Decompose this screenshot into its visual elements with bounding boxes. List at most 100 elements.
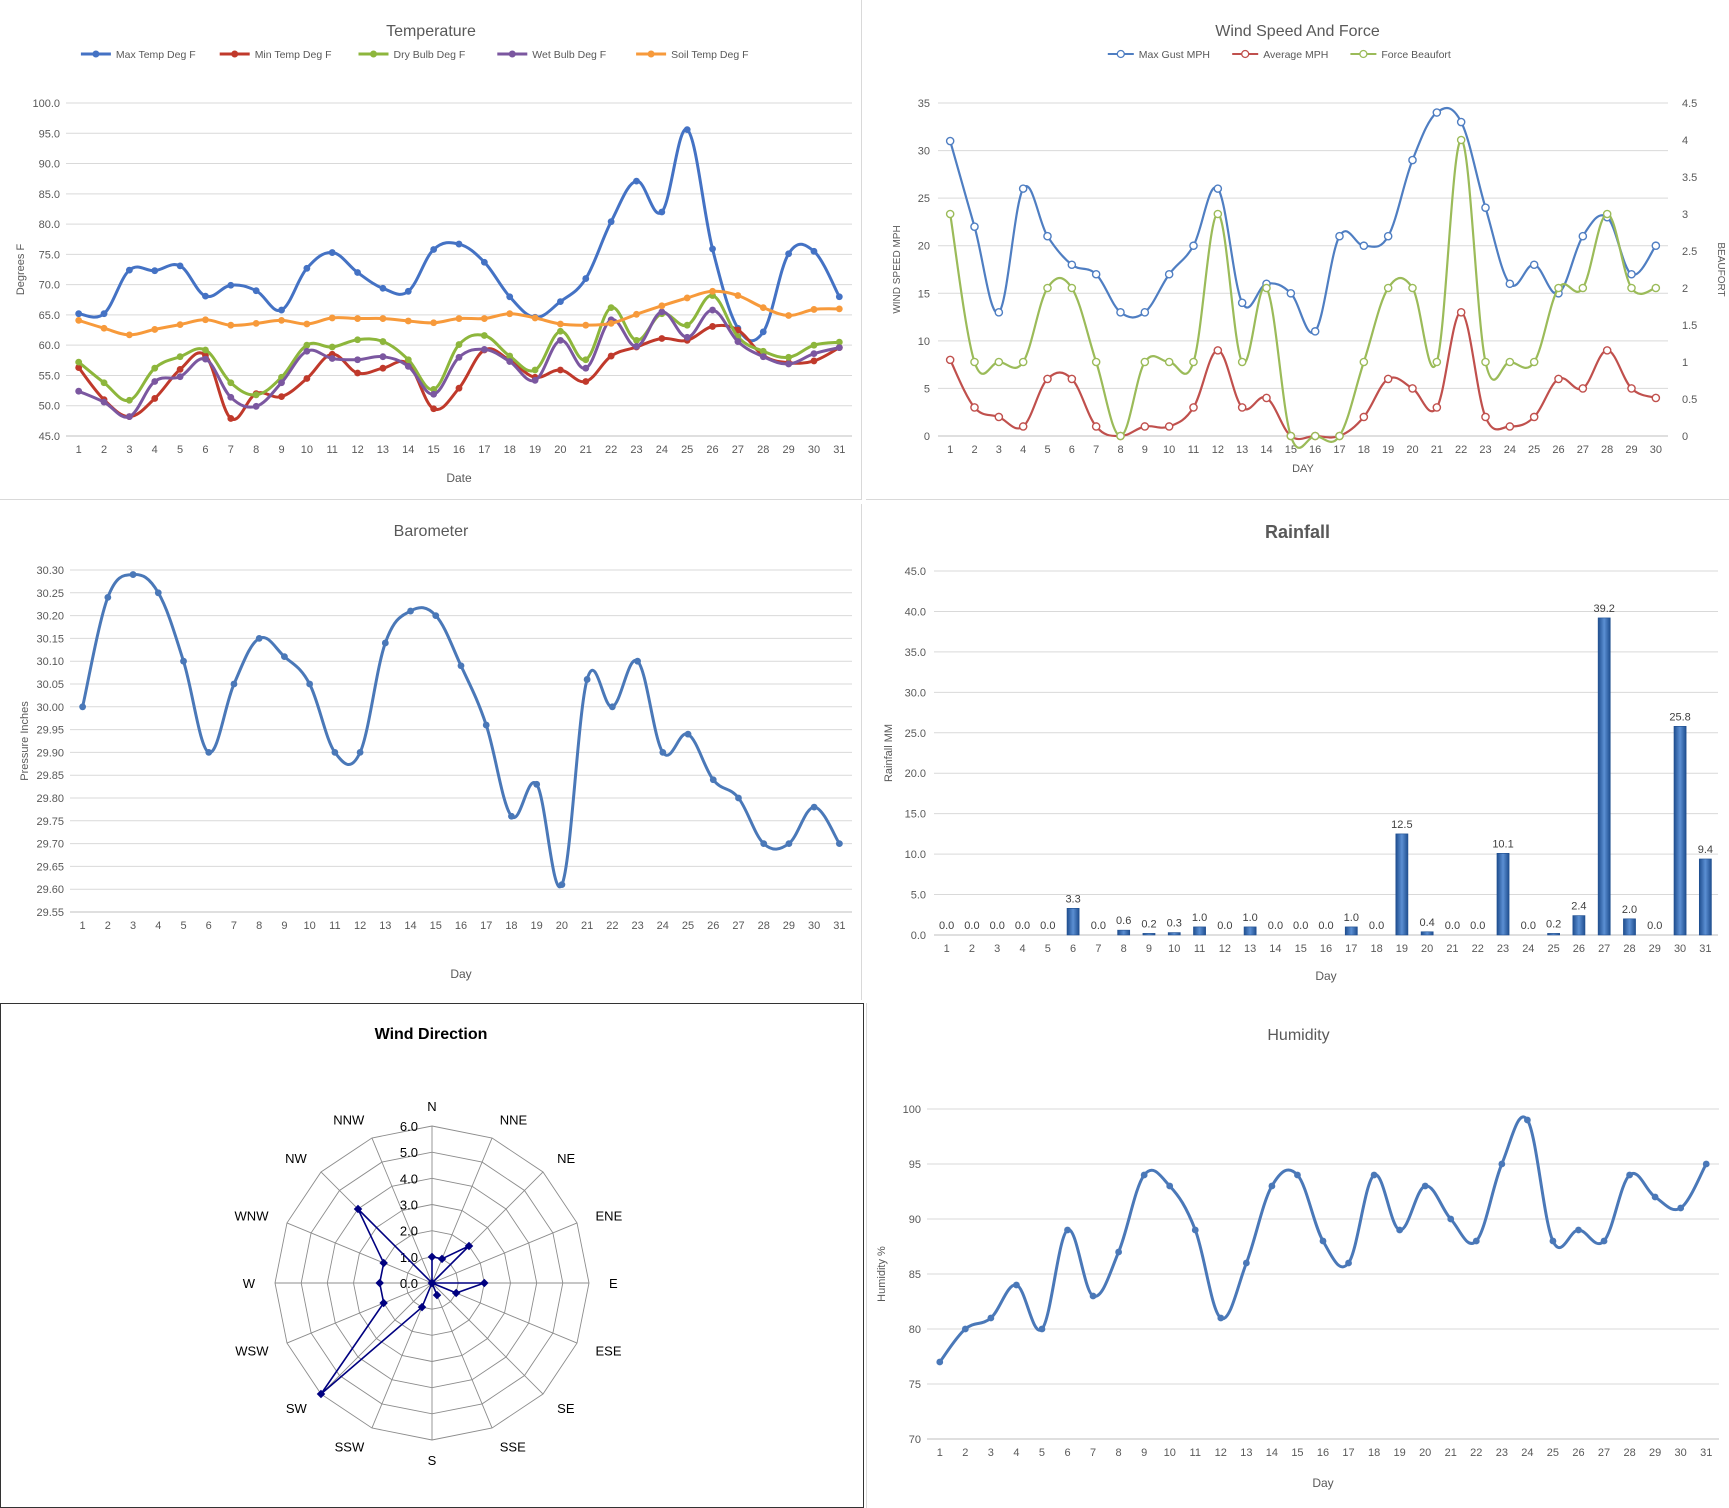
x-tick-label: 1 xyxy=(947,444,953,456)
y-tick-label: 100 xyxy=(903,1104,921,1116)
data-point xyxy=(1140,357,1150,367)
data-point xyxy=(303,347,311,355)
y-tick-label: 30.30 xyxy=(36,565,64,577)
x-tick-label: 8 xyxy=(253,444,259,456)
y-tick-label: 50.0 xyxy=(39,401,60,413)
x-tick-label: 6 xyxy=(1070,943,1076,955)
x-tick-label: 30 xyxy=(1675,1447,1687,1459)
legend-marker xyxy=(231,50,239,58)
data-point xyxy=(583,676,591,683)
data-point xyxy=(328,249,336,256)
data-point xyxy=(437,1254,447,1264)
x-tick-label: 6 xyxy=(202,444,208,456)
data-point xyxy=(1602,346,1612,355)
data-point xyxy=(306,680,314,688)
data-label: 0.0 xyxy=(1521,920,1536,932)
data-label: 0.0 xyxy=(1040,920,1055,932)
data-label: 0.3 xyxy=(1167,918,1182,930)
x-tick-label: 22 xyxy=(1470,1447,1482,1459)
x-tick-label: 25 xyxy=(682,920,694,932)
data-label: 0.0 xyxy=(1015,920,1030,932)
data-point xyxy=(1189,403,1198,412)
data-point xyxy=(683,333,691,341)
x-tick-label: 17 xyxy=(478,444,490,456)
direction-label: S xyxy=(428,1453,437,1468)
x-tick-label: 7 xyxy=(231,920,237,932)
x-tick-label: 21 xyxy=(580,444,592,456)
data-point xyxy=(759,328,767,336)
x-tick-label: 12 xyxy=(1212,444,1224,456)
data-point xyxy=(1408,283,1417,293)
x-tick-label: 12 xyxy=(1219,943,1231,955)
data-point xyxy=(1472,1237,1480,1245)
legend-label: Min Temp Deg F xyxy=(255,49,332,61)
data-point xyxy=(100,324,108,332)
data-point xyxy=(1018,184,1028,193)
data-point xyxy=(1064,1226,1071,1234)
x-tick-label: 26 xyxy=(1552,444,1564,456)
x-tick-label: 3 xyxy=(994,943,1000,955)
x-tick-label: 26 xyxy=(1573,943,1585,955)
data-point xyxy=(303,264,311,272)
data-point xyxy=(945,355,955,365)
data-point xyxy=(1286,288,1296,298)
x-tick-label: 2 xyxy=(101,444,107,456)
legend-label: Force Beaufort xyxy=(1381,49,1451,61)
data-point xyxy=(1140,308,1150,317)
wind-speed-chart-panel: Wind Speed And Force 0 5 10 15 20 25 30 35 0 0.5 1 1… xyxy=(866,0,1729,500)
x-tick-label: 1 xyxy=(944,943,950,955)
data-point xyxy=(1578,283,1588,293)
x-tick-label: 15 xyxy=(428,444,440,456)
wind-direction-chart: Wind Direction N NNE NE ENE E ESE SE SSE S SSW SW WS… xyxy=(235,1026,623,1468)
x-tick-label: 4 xyxy=(155,920,161,932)
data-point xyxy=(1237,298,1247,308)
x-tick-label: 21 xyxy=(1431,444,1443,456)
data-point xyxy=(1627,384,1636,393)
data-point xyxy=(379,364,387,372)
data-point xyxy=(455,341,463,348)
data-point xyxy=(430,385,438,393)
x-tick-label: 13 xyxy=(1236,444,1248,456)
x-tick-label: 20 xyxy=(1421,943,1433,955)
data-point xyxy=(281,653,288,661)
x-tick-label: 18 xyxy=(1358,444,1370,456)
x-tick-label: 13 xyxy=(379,920,391,932)
data-point xyxy=(278,316,285,324)
data-point xyxy=(480,346,488,353)
data-point xyxy=(760,840,768,847)
y-tick-label: 25 xyxy=(918,193,930,205)
x-tick-label: 1 xyxy=(80,920,86,932)
x-tick-label: 19 xyxy=(1396,943,1408,955)
data-point xyxy=(303,341,311,349)
data-point xyxy=(1310,431,1320,441)
data-point xyxy=(227,415,235,422)
data-point xyxy=(1310,327,1320,336)
y2-tick-label: 3.5 xyxy=(1682,172,1697,184)
data-point xyxy=(379,353,387,361)
data-point xyxy=(354,269,361,276)
x-tick-label: 10 xyxy=(1168,943,1180,955)
data-point xyxy=(328,343,336,351)
data-point xyxy=(100,310,108,318)
data-point xyxy=(1067,374,1077,384)
data-point xyxy=(1505,279,1515,289)
data-label: 1.0 xyxy=(1242,912,1257,924)
data-point xyxy=(970,403,979,412)
data-point xyxy=(557,366,564,374)
x-tick-label: 9 xyxy=(1141,1447,1147,1459)
data-label: 0.2 xyxy=(1141,918,1156,930)
x-tick-label: 14 xyxy=(1260,444,1272,456)
legend-item: Average MPH xyxy=(1232,49,1328,61)
x-tick-label: 10 xyxy=(1164,1447,1176,1459)
x-tick-label: 8 xyxy=(1117,444,1123,456)
x-tick-label: 29 xyxy=(783,920,795,932)
data-point xyxy=(1432,403,1442,412)
data-point xyxy=(683,294,691,302)
y-tick-label: 29.80 xyxy=(36,793,64,805)
data-point xyxy=(252,287,260,295)
data-point xyxy=(278,306,285,314)
data-label: 10.1 xyxy=(1492,838,1513,850)
y-tick-label: 55.0 xyxy=(39,370,60,382)
x-tick-label: 9 xyxy=(278,444,284,456)
data-point xyxy=(1189,357,1198,367)
